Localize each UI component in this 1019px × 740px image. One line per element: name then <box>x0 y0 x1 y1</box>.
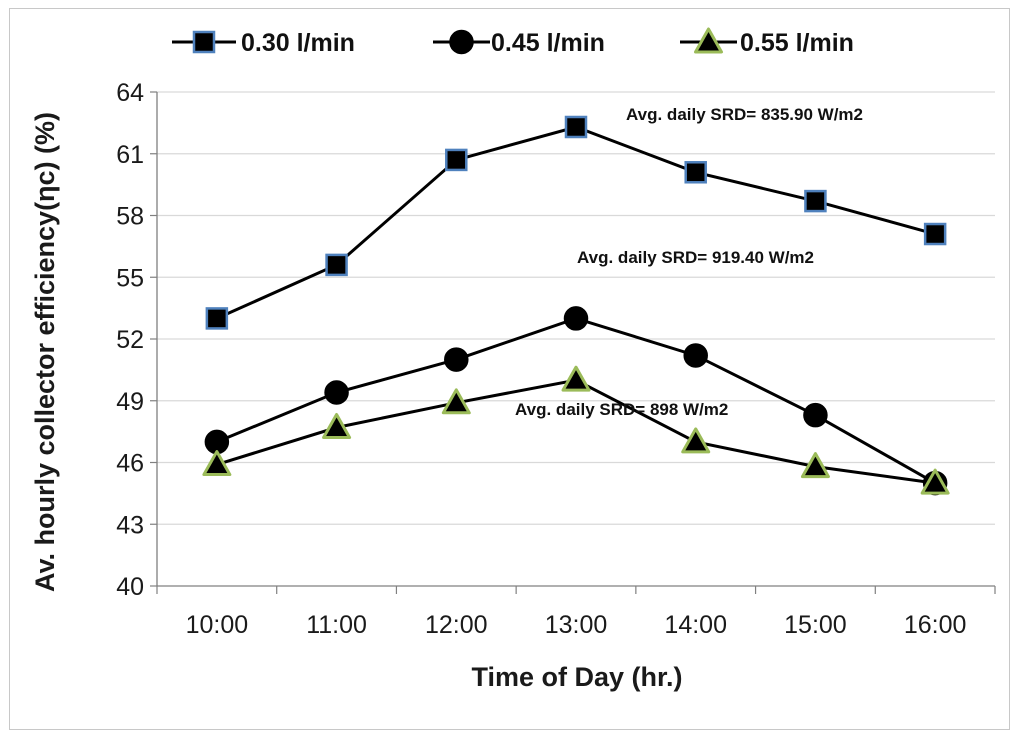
series-line-3 <box>216 378 936 485</box>
x-tick-label: 10:00 <box>186 611 249 639</box>
legend-marker-circle-icon <box>449 29 474 55</box>
y-tick-label: 43 <box>116 511 144 539</box>
axes: 40 43 46 49 52 55 58 61 64 10:00 11:00 12:00 13:00 14… <box>116 79 996 639</box>
data-point <box>683 343 708 368</box>
y-tick-label: 58 <box>116 203 144 231</box>
data-point <box>920 468 950 495</box>
x-tick-label: 15:00 <box>784 611 847 639</box>
data-point <box>324 380 349 405</box>
data-point <box>205 307 229 330</box>
legend-marker-triangle-icon <box>694 27 723 54</box>
legend: 0.30 l/min 0.45 l/min 0.55 l/min <box>172 27 854 57</box>
annotation-srd-045: Avg. daily SRD= 919.40 W/m2 <box>577 248 814 267</box>
legend-label: 0.30 l/min <box>241 29 355 57</box>
x-tick-label: 16:00 <box>904 611 967 639</box>
data-point <box>444 347 469 372</box>
data-point <box>202 450 232 477</box>
data-point <box>322 413 352 440</box>
data-point <box>804 189 827 213</box>
data-point <box>800 452 830 479</box>
y-tick-label: 55 <box>116 264 144 292</box>
series-line-1 <box>216 125 936 320</box>
series-markers <box>202 115 950 496</box>
chart-frame <box>9 8 1010 730</box>
data-point <box>561 365 591 392</box>
data-point <box>684 161 707 184</box>
data-point <box>445 148 468 172</box>
data-point <box>563 306 589 331</box>
x-tick-label: 14:00 <box>664 611 727 639</box>
y-tick-label: 52 <box>116 326 144 354</box>
x-tick-label: 12:00 <box>425 611 488 639</box>
x-tick-label: 11:00 <box>306 611 367 639</box>
annotation-srd-055: Avg. daily SRD= 898 W/m2 <box>515 400 728 419</box>
data-point <box>564 115 588 139</box>
data-point <box>923 222 947 246</box>
y-tick-label: 49 <box>116 388 144 416</box>
data-point <box>803 402 828 428</box>
data-point <box>441 388 471 415</box>
y-tick-label: 40 <box>116 573 144 601</box>
legend-label: 0.45 l/min <box>491 29 605 57</box>
series-lines <box>216 125 936 485</box>
data-point <box>681 427 711 454</box>
gridlines <box>157 91 995 525</box>
legend-label: 0.55 l/min <box>740 29 854 57</box>
y-tick-label: 64 <box>116 79 144 107</box>
data-point <box>204 429 230 455</box>
y-tick-label: 46 <box>116 450 144 478</box>
annotation-srd-030: Avg. daily SRD= 835.90 W/m2 <box>626 105 863 124</box>
x-tick-label: 13:00 <box>545 611 608 639</box>
y-tick-label: 61 <box>116 141 144 169</box>
legend-marker-square-icon <box>192 30 216 54</box>
data-point <box>325 253 348 277</box>
x-axis-title: Time of Day (hr.) <box>471 662 682 692</box>
y-axis-title: Av. hourly collector efficiency(ηc) (%) <box>30 112 60 592</box>
